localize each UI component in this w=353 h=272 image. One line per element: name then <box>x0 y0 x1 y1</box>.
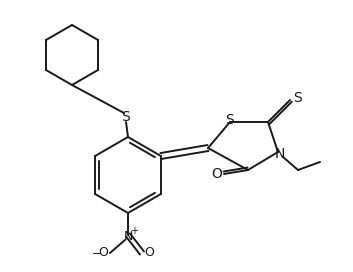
Text: N: N <box>123 230 133 243</box>
Text: S: S <box>226 113 234 127</box>
Text: N: N <box>275 147 285 161</box>
Text: −: − <box>92 249 102 259</box>
Text: O: O <box>144 246 154 259</box>
Text: +: + <box>130 226 138 236</box>
Text: S: S <box>122 110 130 124</box>
Text: O: O <box>98 246 108 259</box>
Text: S: S <box>293 91 301 105</box>
Text: O: O <box>211 167 222 181</box>
